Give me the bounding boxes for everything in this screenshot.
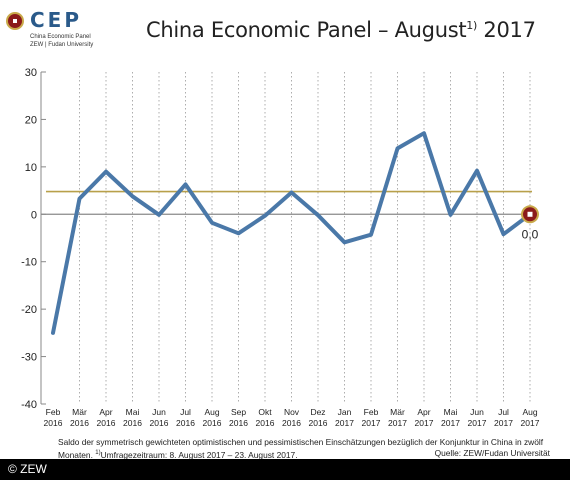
x-tick-label-year: 2017 [441, 418, 460, 428]
y-tick-label: -10 [21, 257, 37, 269]
data-point [316, 213, 320, 217]
data-point [502, 232, 506, 236]
y-tick-label: 30 [25, 67, 37, 79]
y-tick-label: -30 [21, 352, 37, 364]
copyright-bar: © ZEW [0, 459, 570, 480]
y-tick-label: -40 [21, 399, 37, 411]
x-tick-label-month: Nov [284, 407, 300, 417]
data-point [422, 131, 426, 135]
footnote-line-2-text: Umfragezeitraum: 8. August 2017 – 23. Au… [100, 449, 298, 460]
x-tick-label-year: 2016 [203, 418, 222, 428]
x-tick-label-year: 2016 [229, 418, 248, 428]
x-tick-label-month: Okt [258, 407, 272, 417]
line-chart: 3020100-10-20-30-40Feb2016Mär2016Apr2016… [21, 67, 540, 428]
data-point [369, 233, 373, 237]
x-tick-label-year: 2016 [44, 418, 63, 428]
footnote-line-2-prefix: Monaten. [58, 449, 93, 460]
y-tick-label: 20 [25, 114, 37, 126]
x-tick-label-year: 2016 [123, 418, 142, 428]
x-tick-label-month: Feb [46, 407, 61, 417]
y-tick-label: 10 [25, 162, 37, 174]
x-tick-label-month: Mai [126, 407, 140, 417]
x-tick-label-month: Aug [522, 407, 537, 417]
x-tick-label-year: 2017 [415, 418, 434, 428]
logo-name: CEP [30, 8, 82, 32]
data-point [157, 213, 161, 217]
x-tick-label-year: 2017 [335, 418, 354, 428]
data-point [343, 240, 347, 244]
footnote: Saldo der symmetrisch gewichteten optimi… [58, 437, 550, 461]
footnote-line-2: Monaten. 1)Umfragezeitraum: 8. August 20… [58, 448, 298, 461]
x-tick-label-year: 2017 [468, 418, 487, 428]
data-point [237, 231, 241, 235]
chart-title-main: China Economic Panel – August [146, 18, 467, 42]
data-point [396, 146, 400, 150]
footnote-line-1: Saldo der symmetrisch gewichteten optimi… [58, 437, 544, 447]
x-tick-label-year: 2017 [388, 418, 407, 428]
x-tick-label-year: 2016 [150, 418, 169, 428]
x-tick-label-year: 2016 [176, 418, 195, 428]
data-point [263, 214, 267, 218]
x-tick-label-month: Mär [390, 407, 405, 417]
x-tick-label-year: 2017 [362, 418, 381, 428]
data-point [78, 197, 82, 201]
x-tick-label-year: 2016 [70, 418, 89, 428]
x-tick-label-year: 2017 [494, 418, 513, 428]
data-point [290, 190, 294, 194]
x-tick-label-year: 2016 [282, 418, 301, 428]
x-tick-label-month: Apr [417, 407, 430, 417]
source-note: Quelle: ZEW/Fudan Universität [434, 448, 550, 458]
data-point [184, 182, 188, 186]
last-value-label: 0,0 [522, 227, 539, 241]
x-tick-label-month: Jul [180, 407, 191, 417]
x-tick-label-year: 2016 [309, 418, 328, 428]
x-tick-label-month: Feb [364, 407, 379, 417]
x-tick-label-month: Dez [310, 407, 325, 417]
x-tick-label-month: Mär [72, 407, 87, 417]
cep-logo: CEP China Economic Panel ZEW | Fudan Uni… [6, 8, 136, 52]
x-tick-label-year: 2016 [256, 418, 275, 428]
data-point [131, 194, 135, 198]
x-tick-label-month: Jul [498, 407, 509, 417]
footnote-line-2-mark: 1) [95, 450, 101, 456]
chart-title: China Economic Panel – August1) 2017 [146, 18, 536, 42]
chart-title-footnote-mark: 1) [466, 19, 477, 32]
logo-subtitle-1: China Economic Panel [30, 34, 91, 40]
data-point [449, 213, 453, 217]
y-tick-label: -20 [21, 304, 37, 316]
x-tick-label-year: 2017 [521, 418, 540, 428]
data-point [475, 169, 479, 173]
x-tick-label-month: Jan [338, 407, 352, 417]
x-tick-label-month: Jun [152, 407, 166, 417]
end-marker-center [527, 211, 533, 217]
data-point [51, 331, 55, 335]
cep-logo-icon [6, 12, 24, 30]
data-point [104, 170, 108, 174]
series-line [51, 131, 532, 335]
y-tick-label: 0 [31, 209, 37, 221]
logo-subtitle-2: ZEW | Fudan University [30, 42, 94, 48]
x-tick-label-month: Aug [204, 407, 219, 417]
copyright-text: © ZEW [8, 462, 47, 476]
x-tick-label-month: Sep [231, 407, 246, 417]
x-tick-label-month: Mai [444, 407, 458, 417]
chart-title-year: 2017 [483, 18, 536, 42]
x-tick-label-month: Apr [99, 407, 112, 417]
data-point [210, 221, 214, 225]
x-tick-label-year: 2016 [97, 418, 116, 428]
x-tick-label-month: Jun [470, 407, 484, 417]
